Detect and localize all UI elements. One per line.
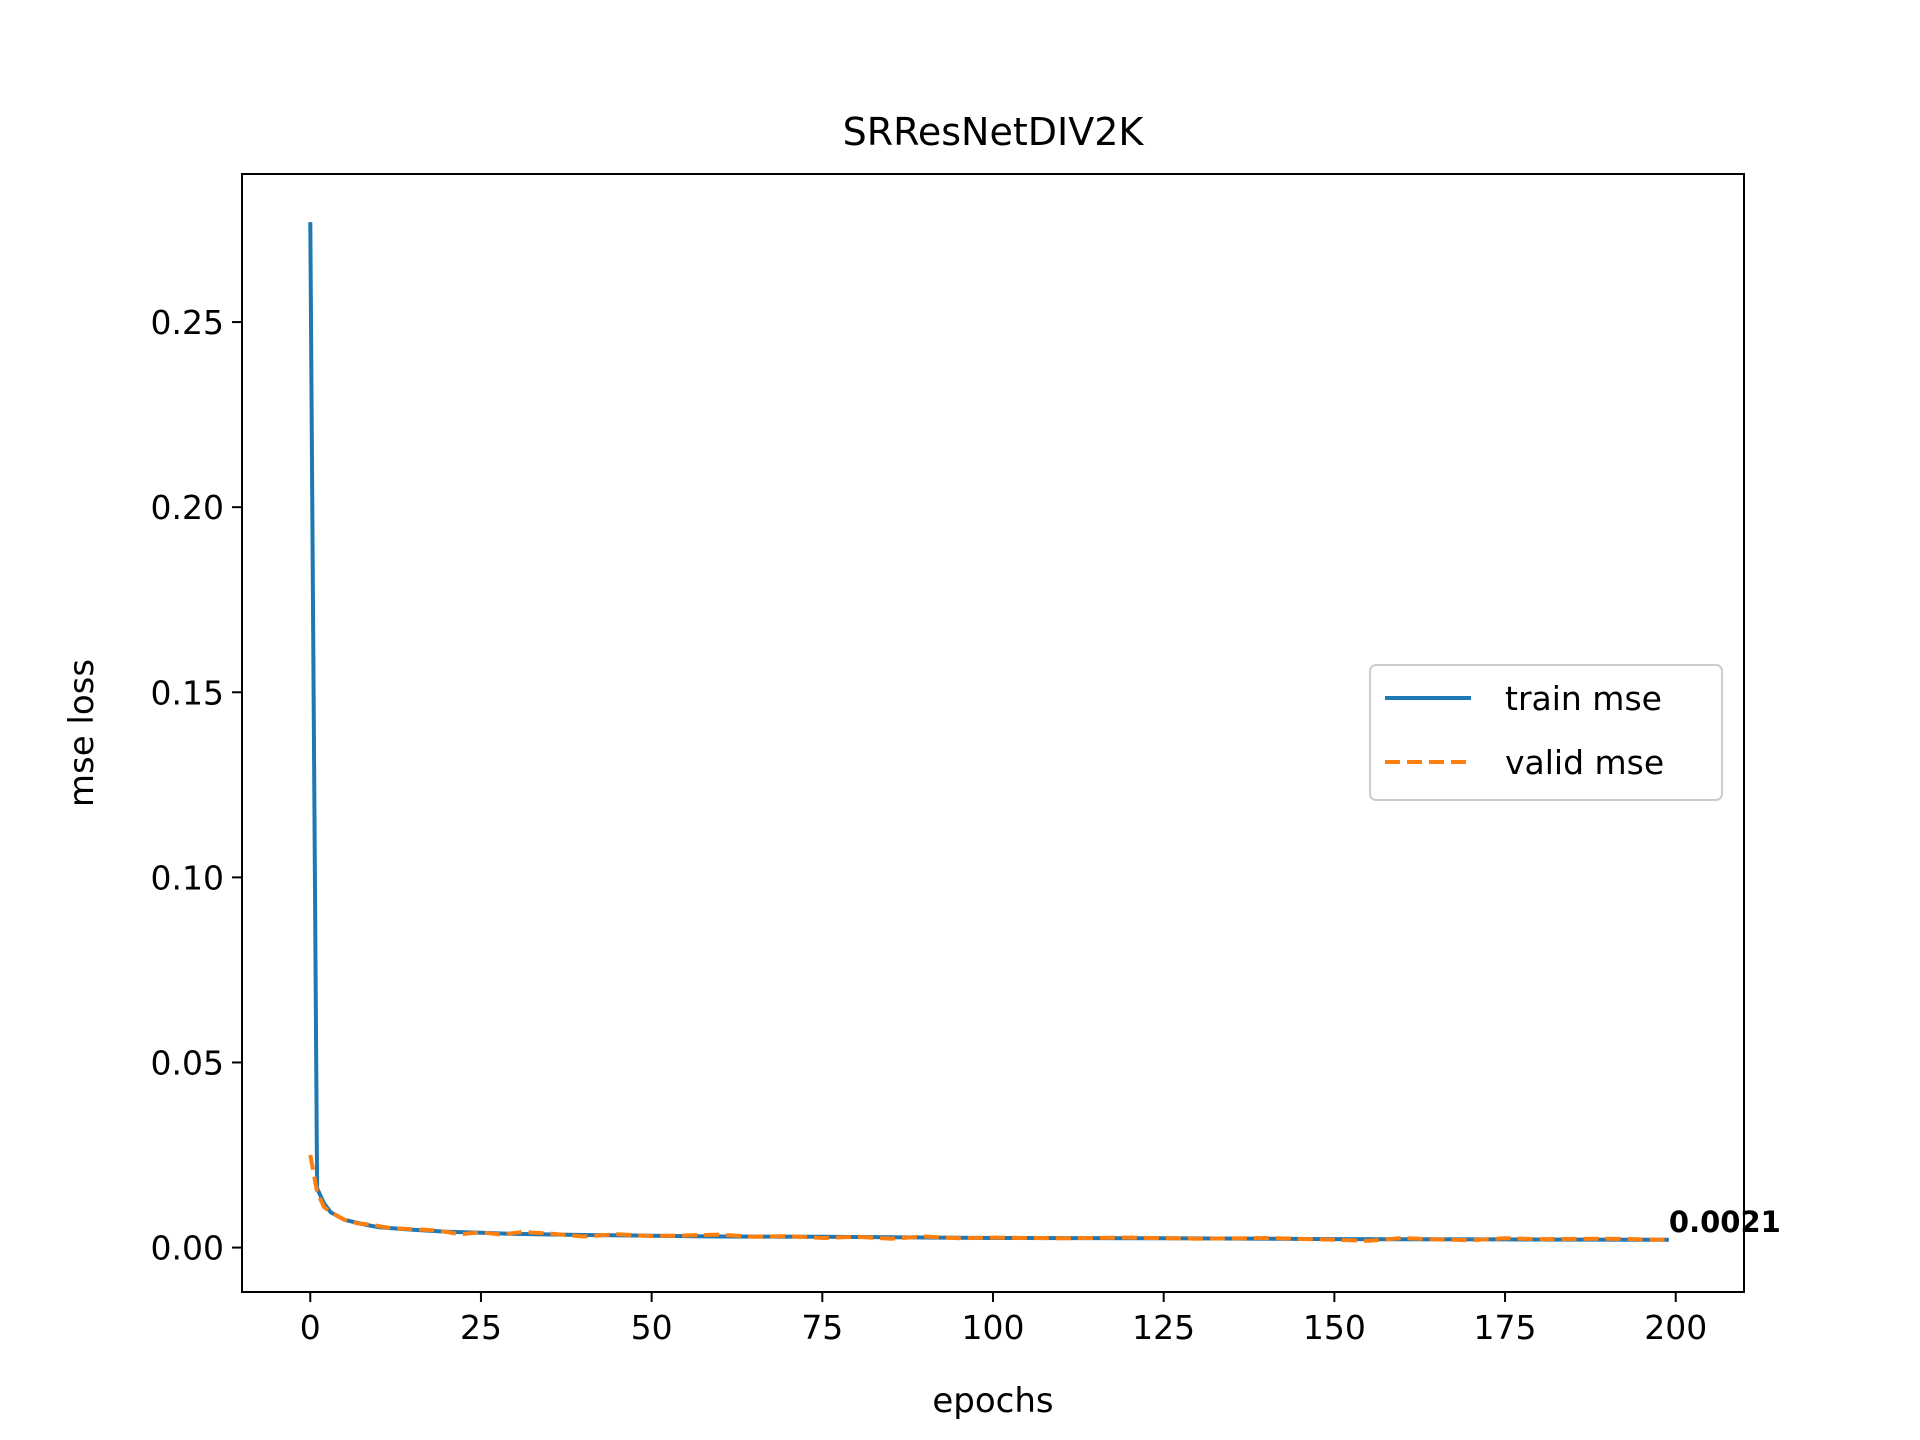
x-tick-label: 200 xyxy=(1644,1308,1707,1347)
y-tick-label: 0.10 xyxy=(151,858,224,897)
chart-title: SRResNetDIV2K xyxy=(843,110,1145,154)
x-axis-label: epochs xyxy=(932,1381,1053,1421)
y-tick-label: 0.25 xyxy=(151,303,224,342)
x-tick-label: 0 xyxy=(300,1308,321,1347)
x-tick-label: 75 xyxy=(801,1308,843,1347)
axis-ticks: 0 25 50 75 100 125 150 175 200 0.00 0.05 0.10 0.15 0.… xyxy=(151,303,1708,1347)
y-axis-label: mse loss xyxy=(62,659,102,807)
x-tick-label: 100 xyxy=(962,1308,1025,1347)
x-tick-label: 25 xyxy=(460,1308,502,1347)
final-value-annotation: 0.0021 xyxy=(1669,1205,1781,1239)
plot-area xyxy=(308,222,1669,1243)
y-tick-label: 0.15 xyxy=(151,673,224,712)
y-tick-label: 0.00 xyxy=(151,1229,224,1268)
y-tick-label: 0.20 xyxy=(151,488,224,527)
legend-label-train: train mse xyxy=(1505,679,1662,718)
y-tick-label: 0.05 xyxy=(151,1043,224,1082)
axes-frame xyxy=(241,173,1745,1293)
x-tick-label: 125 xyxy=(1132,1308,1195,1347)
x-tick-label: 150 xyxy=(1303,1308,1366,1347)
x-tick-label: 50 xyxy=(631,1308,673,1347)
series-line-valid xyxy=(308,1154,1669,1243)
x-tick-label: 175 xyxy=(1474,1308,1537,1347)
legend-label-valid: valid mse xyxy=(1505,743,1664,782)
legend: train mse valid mse xyxy=(1369,664,1723,801)
